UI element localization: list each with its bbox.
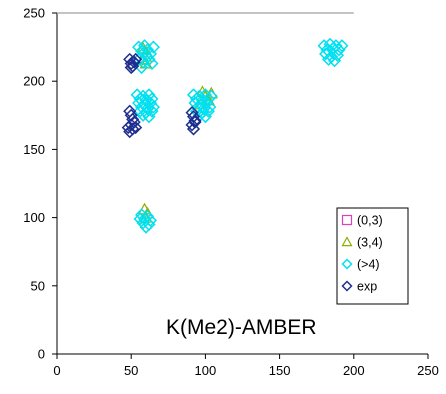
data-point xyxy=(145,56,159,71)
data-point xyxy=(142,88,156,102)
y-tick-label: 0 xyxy=(38,347,45,362)
data-point xyxy=(146,40,161,54)
data-points xyxy=(121,37,349,234)
data-point xyxy=(142,52,156,66)
axes xyxy=(56,12,428,355)
data-point xyxy=(319,47,333,61)
y-tick-label: 50 xyxy=(31,278,45,293)
data-point xyxy=(317,39,331,53)
data-point xyxy=(188,115,202,129)
data-point xyxy=(201,104,215,118)
legend-marker xyxy=(341,258,353,270)
series-exp xyxy=(121,52,202,139)
y-tick-label: 150 xyxy=(23,142,45,157)
data-point xyxy=(124,60,138,75)
data-point xyxy=(129,52,143,66)
series-3-4 xyxy=(136,41,218,223)
data-point xyxy=(185,118,199,132)
data-point xyxy=(186,110,201,124)
y-tick-label: 100 xyxy=(23,210,45,225)
data-point xyxy=(201,92,215,106)
legend-marker xyxy=(341,280,353,292)
x-tick-label: 200 xyxy=(343,363,365,378)
data-point xyxy=(139,106,153,120)
data-point xyxy=(139,48,153,62)
legend-label: (3,4) xyxy=(357,236,383,250)
x-tick-label: 50 xyxy=(124,363,138,378)
data-point xyxy=(332,43,346,57)
legend-label: exp xyxy=(357,280,377,294)
series-4 xyxy=(130,37,349,234)
data-point xyxy=(121,121,135,135)
data-point xyxy=(203,100,217,114)
x-tick-label: 250 xyxy=(417,363,439,378)
data-point xyxy=(195,106,209,120)
data-point xyxy=(146,100,161,114)
legend-label: (>4) xyxy=(357,258,380,272)
y-tick-label: 200 xyxy=(23,74,45,89)
data-point xyxy=(200,96,214,110)
chart-annotation: K(Me2)-AMBER xyxy=(166,316,317,339)
x-axis-ticks: 0 50 100 150 200 250 xyxy=(53,354,439,378)
data-point xyxy=(139,220,153,234)
data-point xyxy=(188,114,202,128)
data-point xyxy=(198,110,212,124)
data-point xyxy=(124,108,138,122)
data-point xyxy=(143,96,158,110)
data-point xyxy=(124,56,138,71)
legend-label: (0,3) xyxy=(357,214,383,228)
x-tick-label: 150 xyxy=(269,363,291,378)
y-tick-label: 250 xyxy=(23,6,45,21)
legend-marker xyxy=(341,214,353,226)
data-point xyxy=(132,40,146,54)
legend-marker xyxy=(341,236,353,247)
legend: (0,3) (3,4) (>4) exp xyxy=(336,207,409,305)
data-point xyxy=(142,110,156,124)
x-tick-label: 0 xyxy=(53,363,60,378)
data-point xyxy=(186,122,201,136)
data-point xyxy=(335,39,349,53)
data-point xyxy=(330,48,345,62)
data-point xyxy=(142,217,156,231)
data-point xyxy=(322,52,336,66)
data-point xyxy=(145,92,159,106)
data-point xyxy=(145,104,159,118)
data-point xyxy=(327,54,342,68)
data-point xyxy=(133,212,147,226)
x-tick-label: 100 xyxy=(195,363,217,378)
y-axis-ticks: 0 50 100 150 200 250 xyxy=(23,6,57,362)
